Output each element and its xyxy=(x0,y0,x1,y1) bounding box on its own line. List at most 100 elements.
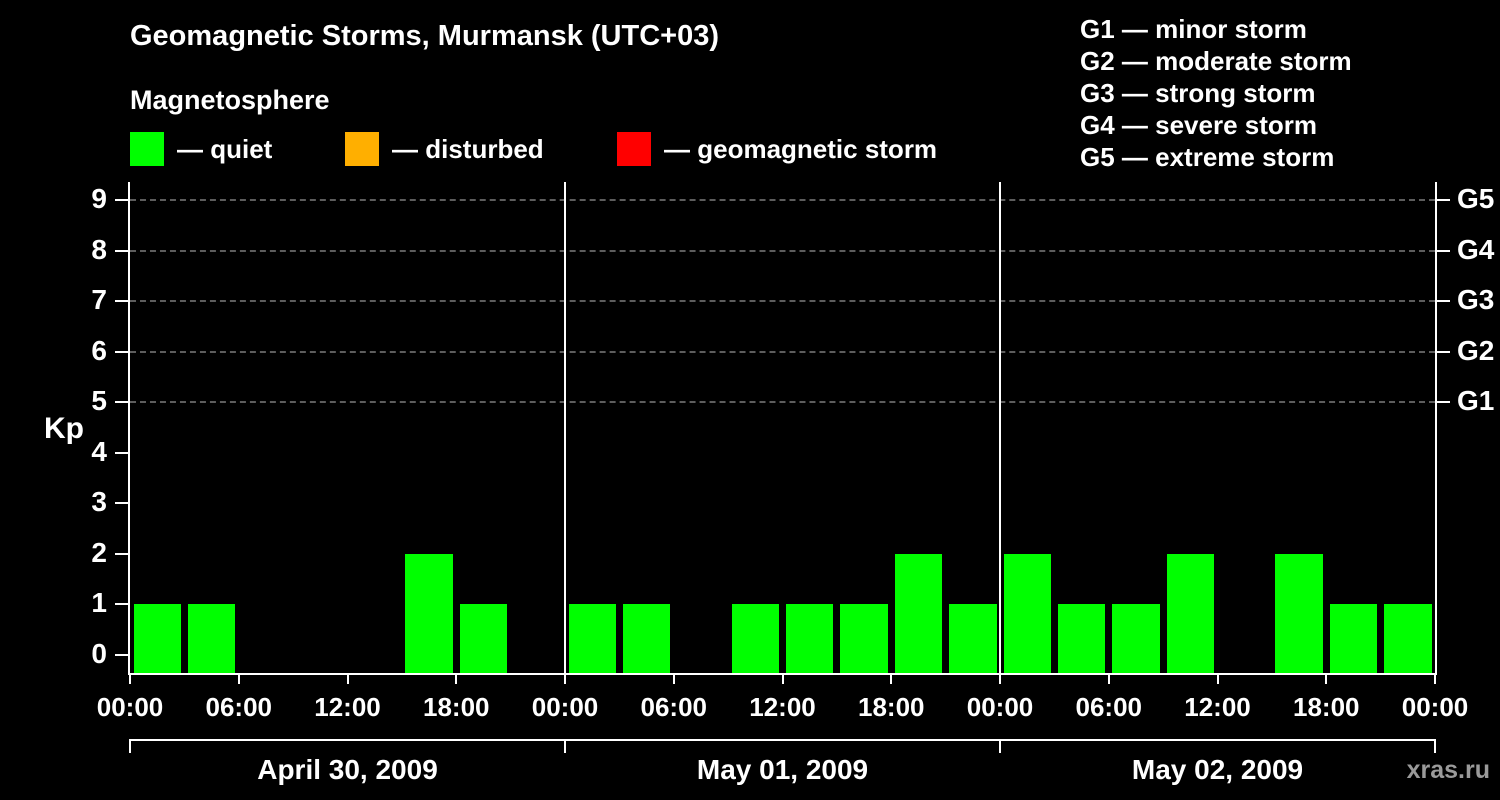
y-tick-3 xyxy=(115,502,128,504)
y-tick-label-9: 9 xyxy=(91,183,107,214)
x-tick-label-0: 00:00 xyxy=(96,692,164,722)
x-axis-line xyxy=(128,673,1437,675)
chart-title: Geomagnetic Storms, Murmansk (UTC+03) xyxy=(130,20,720,52)
g1-legend-line: G1 — minor storm xyxy=(1080,14,1307,44)
disturbed-color-swatch xyxy=(345,132,379,166)
x-tick-12 xyxy=(1434,675,1436,684)
g4-legend-line: G4 — severe storm xyxy=(1080,110,1318,140)
kp-bar-day3-slot1 xyxy=(1003,553,1051,673)
y-tick-label-3: 3 xyxy=(91,486,107,517)
date-axis-tick-2 xyxy=(999,739,1001,753)
y-tick-7 xyxy=(115,300,128,302)
x-tick-0 xyxy=(129,675,131,684)
x-tick-label-2: 12:00 xyxy=(314,692,381,722)
quiet-label: — quiet xyxy=(177,133,273,164)
storm-color-swatch xyxy=(617,132,651,166)
kp-bar-day3-slot2 xyxy=(1057,604,1106,673)
kp-bar-day3-slot8 xyxy=(1384,604,1432,673)
right-axis-label-G4: G4 xyxy=(1457,233,1495,265)
kp-bar-day1-slot6 xyxy=(405,553,453,673)
y-tick-4 xyxy=(115,451,128,454)
kp-bar-day3-slot4 xyxy=(1166,553,1214,673)
right-axis-label-G2: G2 xyxy=(1457,334,1495,366)
y-tick-label-2: 2 xyxy=(91,536,107,568)
y-tick-label-0: 0 xyxy=(91,637,107,669)
x-tick-label-6: 12:00 xyxy=(749,692,816,722)
x-tick-3 xyxy=(455,675,458,684)
legend-item-quiet: — quiet xyxy=(130,132,272,166)
right-axis-label-G1: G1 xyxy=(1457,385,1495,416)
date-label-3: May 02, 2009 xyxy=(1131,754,1304,785)
y-tick-label-4: 4 xyxy=(91,435,107,467)
legend-item-disturbed: — disturbed xyxy=(345,132,544,166)
x-tick-5 xyxy=(672,675,675,684)
g2-legend-line: G2 — moderate storm xyxy=(1080,46,1352,76)
x-tick-label-10: 12:00 xyxy=(1184,692,1251,722)
g3-legend-line: G3 — strong storm xyxy=(1080,78,1316,108)
right-tick-G5 xyxy=(1437,199,1450,201)
y-axis-title: Kp xyxy=(44,412,84,445)
x-tick-label-7: 18:00 xyxy=(858,692,925,722)
kp-bar-day3-slot6 xyxy=(1275,553,1323,673)
x-tick-label-4: 00:00 xyxy=(531,692,599,722)
date-label-1: April 30, 2009 xyxy=(257,754,438,785)
x-tick-label-11: 18:00 xyxy=(1293,692,1360,722)
gridline-kp-8 xyxy=(130,249,1435,252)
y-tick-label-6: 6 xyxy=(91,334,107,366)
legend-item-storm: — geomagnetic storm xyxy=(617,132,937,166)
x-tick-7 xyxy=(890,675,893,684)
y-tick-label-1: 1 xyxy=(91,587,107,618)
x-tick-label-9: 06:00 xyxy=(1075,692,1143,722)
x-tick-1 xyxy=(237,675,240,684)
date-axis-line xyxy=(129,739,1436,741)
storm-label: — geomagnetic storm xyxy=(664,133,938,164)
disturbed-label: — disturbed xyxy=(392,133,544,164)
kp-bar-day2-slot1 xyxy=(568,604,616,673)
y-tick-8 xyxy=(115,249,128,252)
day-separator-1 xyxy=(564,182,566,675)
kp-bar-day1-slot7 xyxy=(459,604,508,673)
y-tick-label-5: 5 xyxy=(91,385,107,416)
right-axis-label-G3: G3 xyxy=(1457,284,1495,315)
x-tick-11 xyxy=(1325,675,1328,684)
gridline-kp-7 xyxy=(130,300,1435,302)
quiet-color-swatch xyxy=(130,132,164,166)
date-label-2: May 01, 2009 xyxy=(696,754,869,785)
kp-bar-day2-slot4 xyxy=(731,604,779,673)
y-tick-label-7: 7 xyxy=(91,284,107,315)
kp-bar-day1-slot1 xyxy=(133,604,181,673)
x-tick-label-3: 18:00 xyxy=(423,692,490,722)
x-tick-4 xyxy=(564,675,566,684)
x-tick-label-1: 06:00 xyxy=(205,692,273,722)
right-axis-line xyxy=(1435,182,1437,675)
right-tick-G2 xyxy=(1437,350,1450,353)
date-axis-tick-1 xyxy=(564,739,566,753)
chart-subtitle: Magnetosphere xyxy=(130,85,330,115)
date-axis-tick-3 xyxy=(1434,739,1436,753)
y-tick-6 xyxy=(115,350,128,353)
kp-bar-day3-slot7 xyxy=(1329,604,1378,673)
gridline-kp-6 xyxy=(130,350,1435,353)
y-tick-9 xyxy=(115,199,128,201)
y-axis-line xyxy=(128,182,130,675)
kp-bar-day2-slot2 xyxy=(622,604,671,673)
kp-bar-day2-slot5 xyxy=(786,604,834,673)
right-tick-G3 xyxy=(1437,300,1450,302)
kp-bar-day1-slot2 xyxy=(187,604,236,673)
kp-bar-day2-slot6 xyxy=(840,604,888,673)
y-tick-2 xyxy=(115,552,128,555)
x-tick-10 xyxy=(1216,675,1219,684)
y-tick-1 xyxy=(115,603,128,605)
right-tick-G1 xyxy=(1437,401,1450,403)
gridline-kp-9 xyxy=(130,199,1435,201)
kp-bar-day3-slot3 xyxy=(1112,604,1160,673)
day-separator-2 xyxy=(999,182,1001,675)
gridline-kp-5 xyxy=(130,401,1435,403)
x-tick-9 xyxy=(1107,675,1110,684)
y-tick-label-8: 8 xyxy=(91,233,107,265)
storm-scale-legend: G1 — minor storm G2 — moderate storm G3 … xyxy=(1080,13,1352,173)
g5-legend-line: G5 — extreme storm xyxy=(1080,142,1335,172)
right-tick-G4 xyxy=(1437,249,1450,252)
kp-bar-day2-slot8 xyxy=(949,604,997,673)
